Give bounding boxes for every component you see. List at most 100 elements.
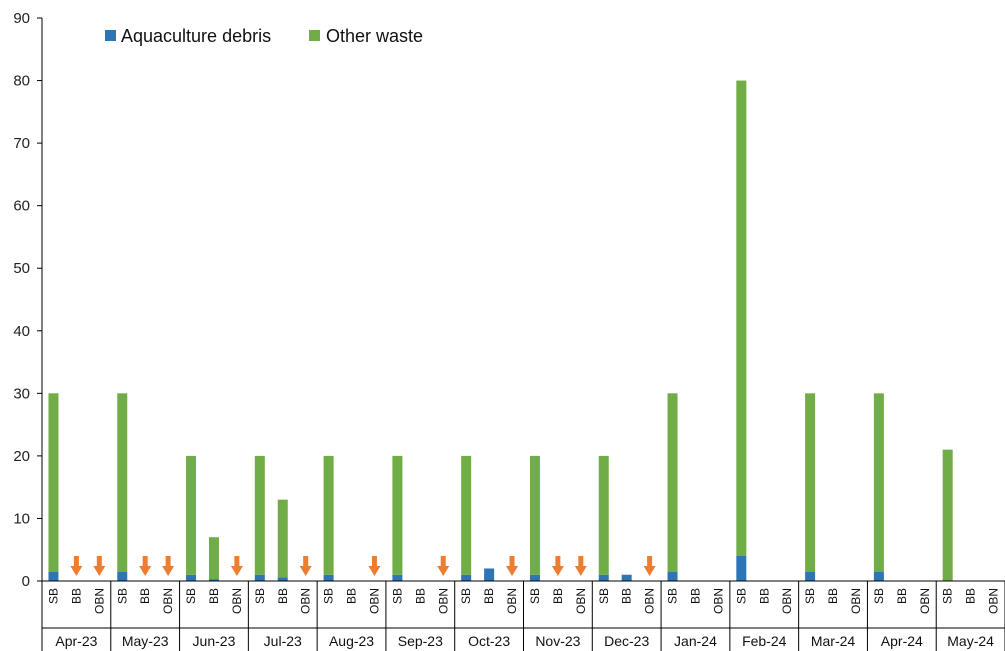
- down-arrow-icon: [551, 556, 564, 576]
- x-tick-label-bb: BB: [207, 588, 221, 604]
- x-tick-label-obn: OBN: [849, 588, 863, 614]
- bars-group: [48, 80, 953, 581]
- x-tick-label-obn: OBN: [918, 588, 932, 614]
- x-tick-label-bb: BB: [69, 588, 83, 604]
- bar-other-waste-sep-23-sb: [392, 455, 403, 575]
- bar-aquaculture-debris-dec-23-bb: [621, 574, 632, 581]
- x-tick-label-obn: OBN: [230, 588, 244, 614]
- x-tick-label-obn: OBN: [643, 588, 657, 614]
- x-tick-label-sb: SB: [734, 588, 748, 604]
- x-tick-label-bb: BB: [138, 588, 152, 604]
- bar-other-waste-jan-24-sb: [667, 393, 678, 572]
- x-tick-label-sb: SB: [46, 588, 60, 604]
- x-tick-label-sb: SB: [184, 588, 198, 604]
- y-tick-label: 70: [13, 135, 30, 152]
- bar-other-waste-aug-23-sb: [323, 455, 334, 575]
- x-tick-label-sb: SB: [872, 588, 886, 604]
- down-arrow-icon: [93, 556, 106, 576]
- bar-other-waste-mar-24-sb: [805, 393, 816, 572]
- month-label: Sep-23: [398, 633, 443, 649]
- y-tick-label: 10: [13, 510, 30, 527]
- x-tick-label-obn: OBN: [711, 588, 725, 614]
- x-tick-label-bb: BB: [413, 588, 427, 604]
- x-tick-label-bb: BB: [345, 588, 359, 604]
- x-tick-label-sb: SB: [528, 588, 542, 604]
- down-arrow-icon: [368, 556, 381, 576]
- bar-other-waste-apr-23-sb: [48, 393, 59, 572]
- bar-aquaculture-debris-jun-23-bb: [208, 579, 219, 581]
- legend-label-other-waste: Other waste: [326, 26, 423, 46]
- bar-aquaculture-debris-mar-24-sb: [805, 571, 816, 581]
- bar-other-waste-oct-23-sb: [461, 455, 472, 575]
- down-arrow-icon: [506, 556, 519, 576]
- bar-other-waste-jun-23-bb: [208, 537, 219, 580]
- month-label: Nov-23: [535, 633, 580, 649]
- x-tick-label-sb: SB: [390, 588, 404, 604]
- bar-other-waste-may-23-sb: [117, 393, 128, 572]
- x-tick-label-bb: BB: [482, 588, 496, 604]
- month-label: Apr-23: [55, 633, 97, 649]
- month-label: May-23: [122, 633, 169, 649]
- y-tick-label: 40: [13, 323, 30, 340]
- no-sample-markers: [70, 556, 656, 576]
- x-tick-label-obn: OBN: [987, 588, 1001, 614]
- y-tick-label: 50: [13, 260, 30, 277]
- legend: Aquaculture debris Other waste: [105, 26, 423, 46]
- bar-aquaculture-debris-oct-23-bb: [484, 568, 495, 581]
- down-arrow-icon: [162, 556, 175, 576]
- bar-other-waste-jun-23-sb: [186, 455, 197, 575]
- x-axis: SB BB OBN Apr-23 SB BB OBN May-23 SB BB OBN Jun-23 S…: [41, 580, 1005, 651]
- x-tick-label-sb: SB: [941, 588, 955, 604]
- x-tick-label-bb: BB: [688, 588, 702, 604]
- x-tick-label-bb: BB: [826, 588, 840, 604]
- bar-aquaculture-debris-jun-23-sb: [186, 574, 197, 581]
- x-tick-label-obn: OBN: [436, 588, 450, 614]
- bar-aquaculture-debris-apr-23-sb: [48, 571, 59, 581]
- down-arrow-icon: [139, 556, 152, 576]
- y-tick-label: 0: [22, 573, 30, 590]
- bar-aquaculture-debris-jul-23-sb: [254, 574, 265, 581]
- x-tick-label-bb: BB: [757, 588, 771, 604]
- bar-aquaculture-debris-may-23-sb: [117, 571, 128, 581]
- bar-aquaculture-debris-dec-23-sb: [598, 574, 609, 581]
- y-tick-label: 20: [13, 448, 30, 465]
- month-label: May-24: [947, 633, 994, 649]
- x-tick-label-bb: BB: [895, 588, 909, 604]
- down-arrow-icon: [437, 556, 450, 576]
- x-tick-label-sb: SB: [597, 588, 611, 604]
- legend-label-aquaculture-debris: Aquaculture debris: [121, 26, 271, 46]
- bar-other-waste-dec-23-sb: [598, 455, 609, 575]
- y-tick-label: 30: [13, 385, 30, 402]
- y-tick-label: 80: [13, 73, 30, 90]
- bar-aquaculture-debris-sep-23-sb: [392, 574, 403, 581]
- bar-aquaculture-debris-aug-23-sb: [323, 574, 334, 581]
- month-label: Jul-23: [264, 633, 302, 649]
- month-label: Oct-23: [468, 633, 510, 649]
- month-label: Aug-23: [329, 633, 374, 649]
- x-tick-label-obn: OBN: [505, 588, 519, 614]
- bar-other-waste-may-24-sb: [942, 449, 953, 581]
- bar-other-waste-jul-23-sb: [254, 455, 265, 575]
- bar-other-waste-apr-24-sb: [873, 393, 884, 572]
- x-tick-label-obn: OBN: [574, 588, 588, 614]
- month-label: Dec-23: [604, 633, 649, 649]
- down-arrow-icon: [70, 556, 83, 576]
- bar-aquaculture-debris-jul-23-bb: [277, 577, 288, 581]
- x-tick-label-bb: BB: [964, 588, 978, 604]
- bar-aquaculture-debris-oct-23-sb: [461, 574, 472, 581]
- month-label: Apr-24: [881, 633, 923, 649]
- bar-aquaculture-debris-apr-24-sb: [873, 571, 884, 581]
- x-tick-label-obn: OBN: [780, 588, 794, 614]
- x-tick-label-bb: BB: [276, 588, 290, 604]
- bar-aquaculture-debris-feb-24-sb: [736, 555, 747, 581]
- x-tick-label-sb: SB: [253, 588, 267, 604]
- x-tick-label-sb: SB: [459, 588, 473, 604]
- y-tick-label: 90: [13, 10, 30, 27]
- month-label: Mar-24: [811, 633, 856, 649]
- down-arrow-icon: [299, 556, 312, 576]
- bar-other-waste-feb-24-sb: [736, 80, 747, 556]
- y-axis: 0 10 20 30 40 50 60 70 80 90: [13, 10, 43, 590]
- month-label: Jun-23: [193, 633, 236, 649]
- x-tick-label-bb: BB: [551, 588, 565, 604]
